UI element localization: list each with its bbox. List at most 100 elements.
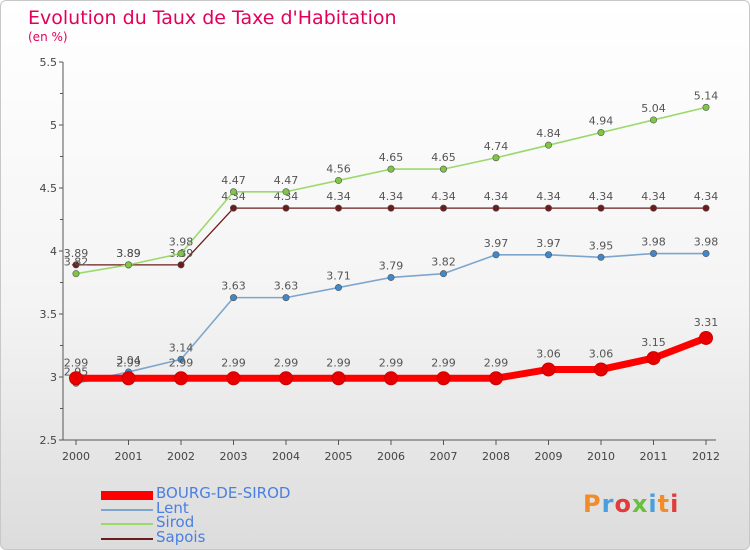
chart-subtitle: (en %) [28, 30, 68, 44]
logo-letter: P [583, 490, 602, 518]
data-label-bourg-de-sirod: 2.99 [116, 356, 141, 369]
data-label-sapois: 4.34 [536, 190, 561, 203]
data-label-lent: 3.63 [274, 280, 299, 293]
data-label-sapois: 3.89 [64, 247, 89, 260]
data-point-lent [177, 355, 185, 363]
data-point-bourg-de-sirod [69, 371, 83, 386]
data-label-sirod: 4.65 [379, 151, 404, 164]
data-point-sirod [72, 270, 80, 278]
data-point-sapois [282, 204, 290, 212]
data-label-lent: 3.14 [169, 341, 194, 354]
legend-swatch-lent [101, 508, 153, 511]
data-label-sirod: 3.82 [64, 256, 89, 269]
data-point-lent [597, 253, 605, 261]
data-label-sapois: 4.34 [641, 190, 666, 203]
data-label-sirod: 4.94 [589, 115, 614, 128]
logo-letter: i [670, 490, 680, 518]
data-point-bourg-de-sirod [279, 371, 293, 386]
data-label-sirod: 4.84 [536, 127, 561, 140]
data-point-sapois [492, 204, 500, 212]
data-point-sirod [387, 165, 395, 173]
data-point-bourg-de-sirod [174, 371, 188, 386]
data-point-lent [334, 284, 342, 292]
data-label-lent: 3.95 [589, 239, 614, 252]
data-label-sirod: 4.65 [431, 151, 456, 164]
data-label-bourg-de-sirod: 2.99 [64, 356, 89, 369]
legend-label-bourg-de-sirod: BOURG-DE-SIROD [156, 484, 291, 502]
data-point-lent [439, 270, 447, 278]
data-point-bourg-de-sirod [436, 371, 451, 386]
proxiti-logo: Proxiti [583, 490, 679, 518]
data-label-sapois: 4.34 [274, 190, 299, 203]
data-point-sirod [334, 176, 342, 184]
data-point-bourg-de-sirod [121, 371, 136, 386]
x-tick-label: 2006 [377, 450, 405, 463]
x-tick-label: 2007 [430, 450, 458, 463]
x-tick-label: 2003 [220, 450, 248, 463]
data-point-sirod [544, 141, 552, 149]
data-point-sirod [230, 188, 238, 196]
data-label-sapois: 4.34 [431, 190, 456, 203]
data-label-sapois: 3.89 [116, 247, 141, 260]
y-tick-label: 2.5 [40, 434, 58, 447]
data-point-sirod [439, 165, 447, 173]
data-point-sirod [492, 154, 500, 162]
data-label-sapois: 4.34 [326, 190, 351, 203]
x-tick-label: 2009 [535, 450, 563, 463]
y-tick-label: 3.5 [40, 308, 58, 321]
legend-label-lent: Lent [156, 498, 189, 517]
data-label-lent: 3.82 [431, 256, 456, 269]
legend-swatch-bourg-de-sirod [101, 490, 153, 500]
data-point-sapois [72, 261, 80, 269]
data-point-sirod [177, 250, 185, 258]
data-label-bourg-de-sirod: 3.06 [536, 347, 561, 360]
data-point-sirod [597, 129, 605, 137]
legend-item-lent: Lent [101, 498, 361, 517]
chart-title: Evolution du Taux de Taxe d'Habitation [28, 7, 397, 29]
legend-label-sapois: Sapois [156, 527, 206, 546]
x-tick-label: 2012 [692, 450, 720, 463]
data-point-bourg-de-sirod [489, 371, 503, 386]
y-tick-label: 4 [50, 245, 57, 258]
data-point-sapois [387, 204, 395, 212]
legend-label-sirod: Sirod [156, 513, 195, 531]
data-point-sapois [649, 204, 657, 212]
x-tick-label: 2010 [587, 450, 615, 463]
data-label-bourg-de-sirod: 2.99 [326, 356, 351, 369]
data-point-sapois [334, 204, 342, 212]
data-label-bourg-de-sirod: 2.99 [484, 356, 509, 369]
data-label-sirod: 3.89 [116, 247, 141, 260]
data-point-bourg-de-sirod [226, 371, 241, 386]
data-point-sapois [597, 204, 605, 212]
legend-swatch-sirod [101, 523, 153, 525]
data-label-sirod: 3.98 [169, 236, 194, 249]
data-label-sapois: 4.34 [589, 190, 614, 203]
data-label-bourg-de-sirod: 2.99 [379, 356, 404, 369]
data-point-lent [702, 250, 710, 258]
data-point-sapois [177, 261, 185, 269]
data-label-sirod: 4.47 [274, 174, 299, 187]
data-point-lent [230, 294, 238, 302]
data-label-bourg-de-sirod: 3.15 [641, 336, 666, 349]
data-point-sapois [702, 204, 710, 212]
data-point-bourg-de-sirod [646, 351, 661, 366]
data-label-lent: 3.04 [116, 354, 141, 367]
data-point-sapois [439, 204, 447, 212]
logo-letter: r [601, 490, 615, 518]
legend-swatch-sapois [101, 537, 153, 540]
legend-item-bourg-de-sirod: BOURG-DE-SIROD [101, 484, 361, 502]
data-point-bourg-de-sirod [699, 330, 713, 345]
line-chart: 2.5 3 3.5 4 4.5 5 5.5 2000 2001 2002 2003 2004 2005 2… [40, 56, 721, 463]
data-point-bourg-de-sirod [594, 362, 608, 377]
data-point-sirod [125, 261, 133, 269]
data-label-lent: 3.63 [221, 280, 246, 293]
data-label-sirod: 5.14 [694, 89, 719, 102]
data-label-lent: 3.71 [326, 270, 351, 283]
x-tick-label: 2004 [272, 450, 300, 463]
x-tick-label: 2008 [482, 450, 510, 463]
data-point-sirod [649, 116, 657, 124]
data-point-lent [544, 251, 552, 259]
legend-item-sirod: Sirod [101, 513, 361, 531]
data-point-lent [282, 294, 290, 302]
